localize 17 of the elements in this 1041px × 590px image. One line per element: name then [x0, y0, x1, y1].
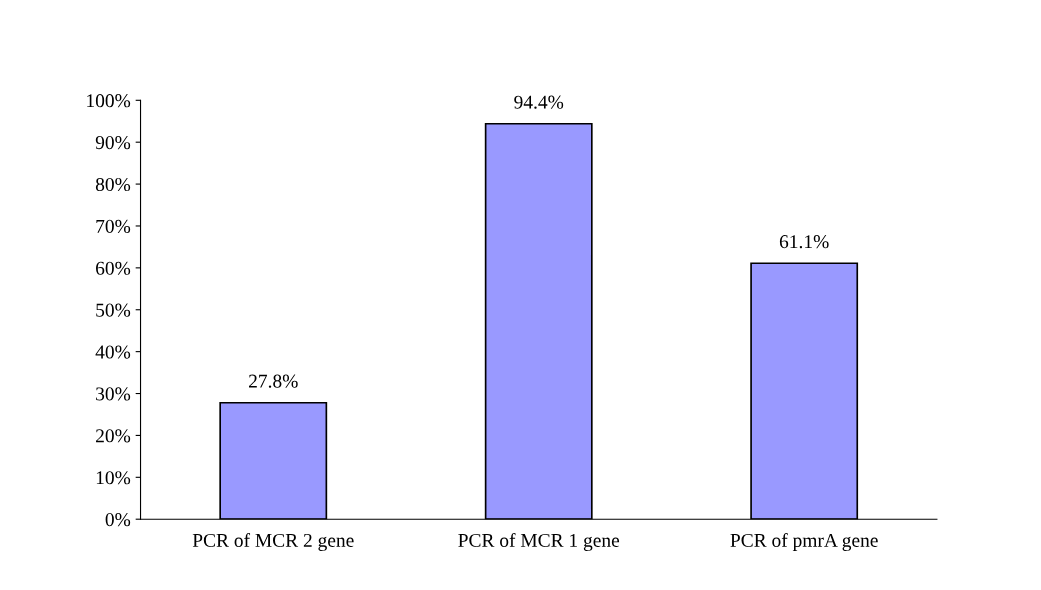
data-label: 27.8% [249, 374, 298, 388]
y-tick-label: 20% [96, 429, 131, 443]
y-tick-label: 60% [96, 261, 131, 275]
y-tick-label: 100% [87, 94, 131, 108]
data-label: 94.4% [514, 95, 564, 109]
y-tick-label: 80% [95, 177, 131, 192]
y-tick-label: 50% [96, 303, 131, 317]
data-label: 61.1% [779, 235, 829, 249]
x-tick-label: PCR of MCR 1 gene [458, 533, 620, 551]
y-tick-label: 30% [96, 387, 131, 401]
y-tick-label: 90% [95, 136, 131, 150]
x-tick-label: PCR of pmrA gene [730, 533, 878, 551]
x-tick-label: PCR of MCR 2 gene [192, 533, 354, 551]
y-tick-label: 40% [95, 345, 131, 359]
y-tick-label: 0% [105, 513, 131, 527]
y-tick-label: 10% [96, 471, 131, 485]
y-tick-label: 70% [96, 219, 131, 233]
